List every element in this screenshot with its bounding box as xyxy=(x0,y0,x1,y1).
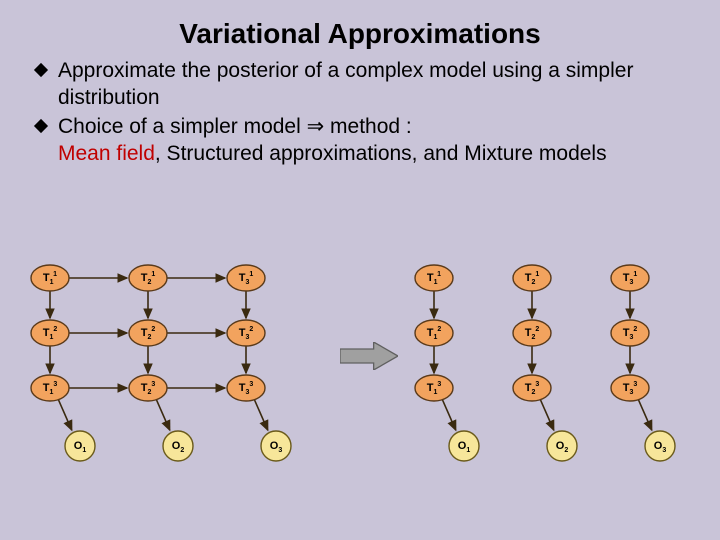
transform-arrow-icon xyxy=(340,342,398,370)
page-title: Variational Approximations xyxy=(0,0,720,58)
implies-icon: ⇒ xyxy=(307,114,325,141)
bullet-2-mid: method : xyxy=(324,115,412,138)
bullet-2: Choice of a simpler model ⇒ method : Mea… xyxy=(36,114,680,168)
bullet-list: Approximate the posterior of a complex m… xyxy=(0,58,720,168)
bullet-1-text: Approximate the posterior of a complex m… xyxy=(58,59,633,109)
bullet-2-red: Mean field xyxy=(58,142,155,165)
bullet-diamond-icon xyxy=(34,119,48,133)
bullet-1: Approximate the posterior of a complex m… xyxy=(36,58,680,112)
graph-left: T11T21T31T12T22T32T13T23T33O1O2O3 xyxy=(18,260,358,510)
graph-right: T11T21T31T12T22T32T13T23T33O1O2O3 xyxy=(402,260,720,510)
bullet-2-post: , Structured approximations, and Mixture… xyxy=(155,142,607,165)
bullet-2-pre: Choice of a simpler model xyxy=(58,115,307,138)
diagram-area: T11T21T31T12T22T32T13T23T33O1O2O3 T11T21… xyxy=(0,260,720,540)
bullet-diamond-icon xyxy=(34,63,48,77)
